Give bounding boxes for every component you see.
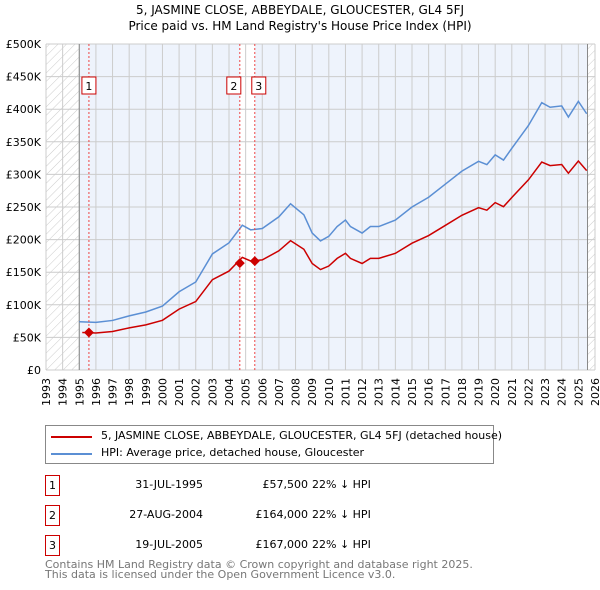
sale-price: £164,000 bbox=[255, 508, 309, 521]
x-tick-label: 2019 bbox=[473, 378, 486, 406]
x-tick-label: 2013 bbox=[373, 378, 386, 406]
legend-label: 5, JASMINE CLOSE, ABBEYDALE, GLOUCESTER,… bbox=[101, 429, 503, 442]
x-tick-label: 2024 bbox=[556, 378, 569, 406]
x-tick-label: 1994 bbox=[57, 378, 70, 406]
x-tick-label: 2006 bbox=[256, 378, 269, 406]
x-tick-label: 2008 bbox=[290, 378, 303, 406]
footer: Contains HM Land Registry data © Crown c… bbox=[45, 558, 473, 581]
x-tick-label: 2000 bbox=[156, 378, 169, 406]
legend-label: HPI: Average price, detached house, Glou… bbox=[101, 446, 365, 459]
property-price-line bbox=[82, 159, 588, 334]
footer-line: Contains HM Land Registry data © Crown c… bbox=[45, 558, 473, 571]
y-tick-label: £200K bbox=[6, 234, 42, 247]
x-tick-label: 2018 bbox=[456, 378, 469, 406]
x-tick-label: 2003 bbox=[206, 378, 219, 406]
y-tick-label: £450K bbox=[6, 71, 42, 84]
footer-line: This data is licensed under the Open Gov… bbox=[45, 568, 396, 581]
x-tick-label: 2004 bbox=[223, 378, 236, 406]
x-tick-label: 2026 bbox=[589, 378, 600, 406]
hpi-line bbox=[79, 100, 588, 324]
chart-subtitle: Price paid vs. HM Land Registry's House … bbox=[128, 19, 471, 33]
x-tick-label: 1997 bbox=[107, 378, 120, 406]
sale-marker-badge: 2 bbox=[45, 505, 60, 526]
x-tick-label: 2015 bbox=[406, 378, 419, 406]
sale-label-box bbox=[251, 76, 267, 95]
x-tick-label: 2025 bbox=[572, 378, 585, 406]
x-tick-label: 2014 bbox=[389, 378, 402, 406]
sale-row: 1 31-JUL-1995 £57,500 22% ↓ HPI bbox=[45, 475, 465, 496]
sale-point bbox=[234, 258, 245, 269]
x-tick-label: 2009 bbox=[306, 378, 319, 406]
x-tick-label: 1998 bbox=[123, 378, 136, 406]
y-tick-label: £150K bbox=[6, 266, 42, 279]
sale-hpi-diff: 22% ↓ HPI bbox=[312, 478, 371, 491]
legend-red-line bbox=[51, 436, 92, 438]
x-tick-label: 2022 bbox=[522, 378, 535, 406]
x-tick-label: 1993 bbox=[40, 378, 53, 406]
sale-label: 3 bbox=[255, 80, 262, 93]
sale-label: 2 bbox=[230, 80, 237, 93]
x-tick-label: 2012 bbox=[356, 378, 369, 406]
y-tick-label: £400K bbox=[6, 103, 42, 116]
legend: 5, JASMINE CLOSE, ABBEYDALE, GLOUCESTER,… bbox=[45, 425, 502, 464]
x-tick-label: 2023 bbox=[539, 378, 552, 406]
x-tick-label: 2002 bbox=[190, 378, 203, 406]
x-tick-label: 2021 bbox=[506, 378, 519, 406]
y-tick-label: £500K bbox=[6, 38, 42, 51]
y-tick-label: £350K bbox=[6, 136, 42, 149]
y-tick-label: £100K bbox=[6, 299, 42, 312]
chart-title: 5, JASMINE CLOSE, ABBEYDALE, GLOUCESTER,… bbox=[136, 3, 464, 17]
x-tick-label: 2016 bbox=[423, 378, 436, 406]
y-tick-label: £0 bbox=[27, 364, 41, 377]
sale-price: £57,500 bbox=[262, 478, 309, 491]
x-tick-label: 2011 bbox=[339, 378, 352, 406]
y-tick-label: £50K bbox=[13, 331, 42, 344]
sale-row: 3 19-JUL-2005 £167,000 22% ↓ HPI bbox=[45, 535, 465, 556]
x-tick-label: 2005 bbox=[240, 378, 253, 406]
x-tick-label: 1996 bbox=[90, 378, 103, 406]
y-tick-label: £250K bbox=[6, 201, 42, 214]
sale-hpi-diff: 22% ↓ HPI bbox=[312, 508, 371, 521]
x-tick-label: 1995 bbox=[73, 378, 86, 406]
sale-label-box bbox=[81, 76, 97, 95]
x-tick-label: 1999 bbox=[140, 378, 153, 406]
sale-date: 27-AUG-2004 bbox=[129, 508, 203, 521]
sale-date: 19-JUL-2005 bbox=[135, 538, 203, 551]
sale-marker-badge: 3 bbox=[45, 535, 60, 556]
sale-price: £167,000 bbox=[255, 538, 309, 551]
x-tick-label: 2020 bbox=[489, 378, 502, 406]
legend-blue-line bbox=[51, 453, 92, 455]
sale-point bbox=[83, 327, 94, 338]
x-tick-label: 2007 bbox=[273, 378, 286, 406]
sale-point bbox=[249, 256, 260, 267]
x-tick-label: 2017 bbox=[439, 378, 452, 406]
y-tick-label: £300K bbox=[6, 168, 42, 181]
sale-hpi-diff: 22% ↓ HPI bbox=[312, 538, 371, 551]
x-tick-label: 2010 bbox=[323, 378, 336, 406]
sale-label: 1 bbox=[85, 80, 92, 93]
sale-date: 31-JUL-1995 bbox=[135, 478, 203, 491]
sale-marker-badge: 1 bbox=[45, 475, 60, 496]
price-chart: 5, JASMINE CLOSE, ABBEYDALE, GLOUCESTER,… bbox=[6, 3, 600, 406]
sale-row: 2 27-AUG-2004 £164,000 22% ↓ HPI bbox=[45, 505, 465, 526]
x-tick-label: 2001 bbox=[173, 378, 186, 406]
sale-label-box bbox=[226, 76, 242, 95]
